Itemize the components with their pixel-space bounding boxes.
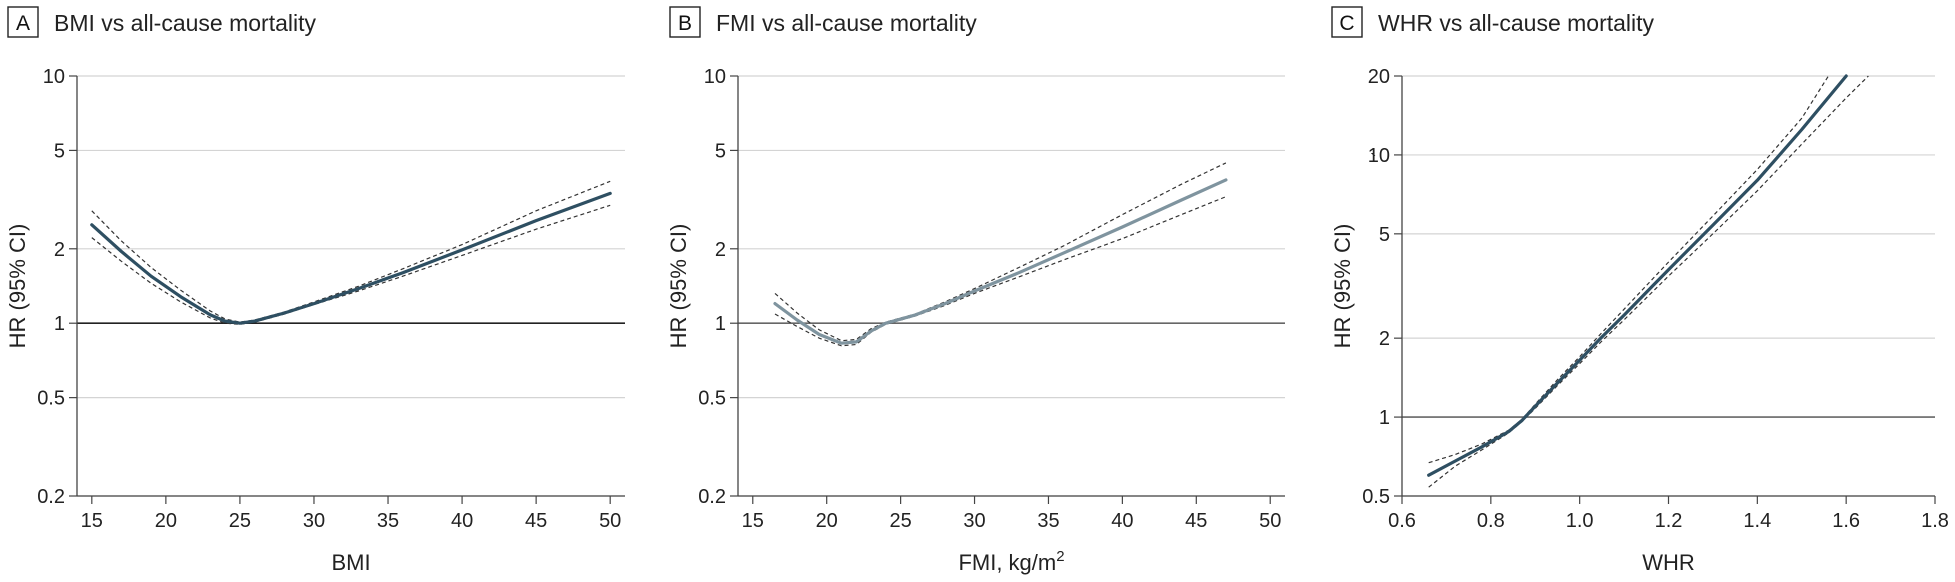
x-axis-label: BMI — [331, 550, 370, 575]
y-tick-label: 0.2 — [698, 486, 726, 508]
y-tick-label: 0.5 — [698, 388, 726, 410]
y-tick-label: 5 — [54, 140, 65, 162]
x-tick-label: 35 — [1037, 510, 1059, 532]
y-tick-label: 2 — [715, 239, 726, 261]
x-tick-label: 25 — [229, 510, 251, 532]
series-line — [90, 191, 612, 325]
x-tick-label: 35 — [377, 510, 399, 532]
x-tick-label: 1.6 — [1832, 510, 1860, 532]
y-axis-label: HR (95% CI) — [1330, 224, 1355, 349]
ci-upper-line — [774, 162, 1227, 342]
y-tick-label: 0.2 — [37, 486, 65, 508]
ci-upper-line — [91, 180, 611, 323]
x-tick-label: 15 — [742, 510, 764, 532]
panel-c: C WHR vs all-cause mortality 0.5 1 2 5 10 20 0.6… — [1330, 6, 1949, 575]
panel-letter-box — [669, 6, 701, 38]
series-line — [1427, 74, 1848, 477]
x-tick-label: 40 — [1111, 510, 1133, 532]
y-tick-label: 5 — [1379, 224, 1390, 246]
y-tick-label: 10 — [43, 66, 65, 88]
y-axis-label: HR (95% CI) — [5, 224, 30, 349]
y-tick-label: 2 — [54, 239, 65, 261]
y-tick-label: 10 — [1368, 145, 1390, 167]
panel-letter: C — [1339, 12, 1354, 35]
y-tick-label: 0.5 — [1362, 486, 1390, 508]
x-tick-label: 30 — [303, 510, 325, 532]
y-tick-label: 1 — [715, 313, 726, 335]
x-tick-label: 45 — [525, 510, 547, 532]
panel-title: WHR vs all-cause mortality — [1378, 10, 1655, 36]
panel-b: B FMI vs all-cause mortality0.20.51251015… — [666, 6, 1285, 575]
panel-title: BMI vs all-cause mortality — [54, 10, 317, 36]
ci-upper-line — [1428, 75, 1829, 464]
x-tick-label: 1.2 — [1655, 510, 1683, 532]
panel-letter-box — [7, 6, 39, 38]
x-tick-label: 20 — [816, 510, 838, 532]
y-tick-label: 1 — [1379, 407, 1390, 429]
y-tick-label: 0.5 — [37, 388, 65, 410]
x-tick-label: 1.0 — [1566, 510, 1594, 532]
y-tick-label: 5 — [715, 140, 726, 162]
y-tick-label: 20 — [1368, 66, 1390, 88]
x-tick-label: 1.4 — [1743, 510, 1771, 532]
x-axis-label: FMI, kg/m2 — [958, 548, 1064, 575]
panel-title: FMI vs all-cause mortality — [716, 10, 977, 36]
panel-letter-box — [1331, 6, 1363, 38]
x-tick-label: 25 — [889, 510, 911, 532]
panel-letter: B — [678, 12, 692, 35]
x-tick-label: 1.8 — [1921, 510, 1949, 532]
x-tick-label: 40 — [451, 510, 473, 532]
x-tick-label: 20 — [155, 510, 177, 532]
x-axis-label: WHR — [1642, 550, 1695, 575]
x-tick-label: 50 — [1259, 510, 1281, 532]
y-tick-label: 2 — [1379, 328, 1390, 350]
x-axis-label-superscript: 2 — [1056, 548, 1064, 565]
x-tick-label: 30 — [963, 510, 985, 532]
x-tick-label: 15 — [81, 510, 103, 532]
panel-letter: A — [16, 12, 30, 35]
y-axis-label: HR (95% CI) — [666, 224, 691, 349]
series-line — [773, 178, 1228, 345]
y-tick-label: 10 — [704, 66, 726, 88]
y-tick-label: 1 — [54, 313, 65, 335]
x-tick-label: 50 — [599, 510, 621, 532]
x-tick-label: 0.8 — [1477, 510, 1505, 532]
ci-lower-line — [1428, 75, 1869, 488]
x-tick-label: 45 — [1185, 510, 1207, 532]
panel-a: A BMI vs all-cause mortality0.20.51251015… — [5, 6, 625, 575]
stray-mark: ` — [1370, 151, 1377, 173]
x-tick-label: 0.6 — [1388, 510, 1416, 532]
